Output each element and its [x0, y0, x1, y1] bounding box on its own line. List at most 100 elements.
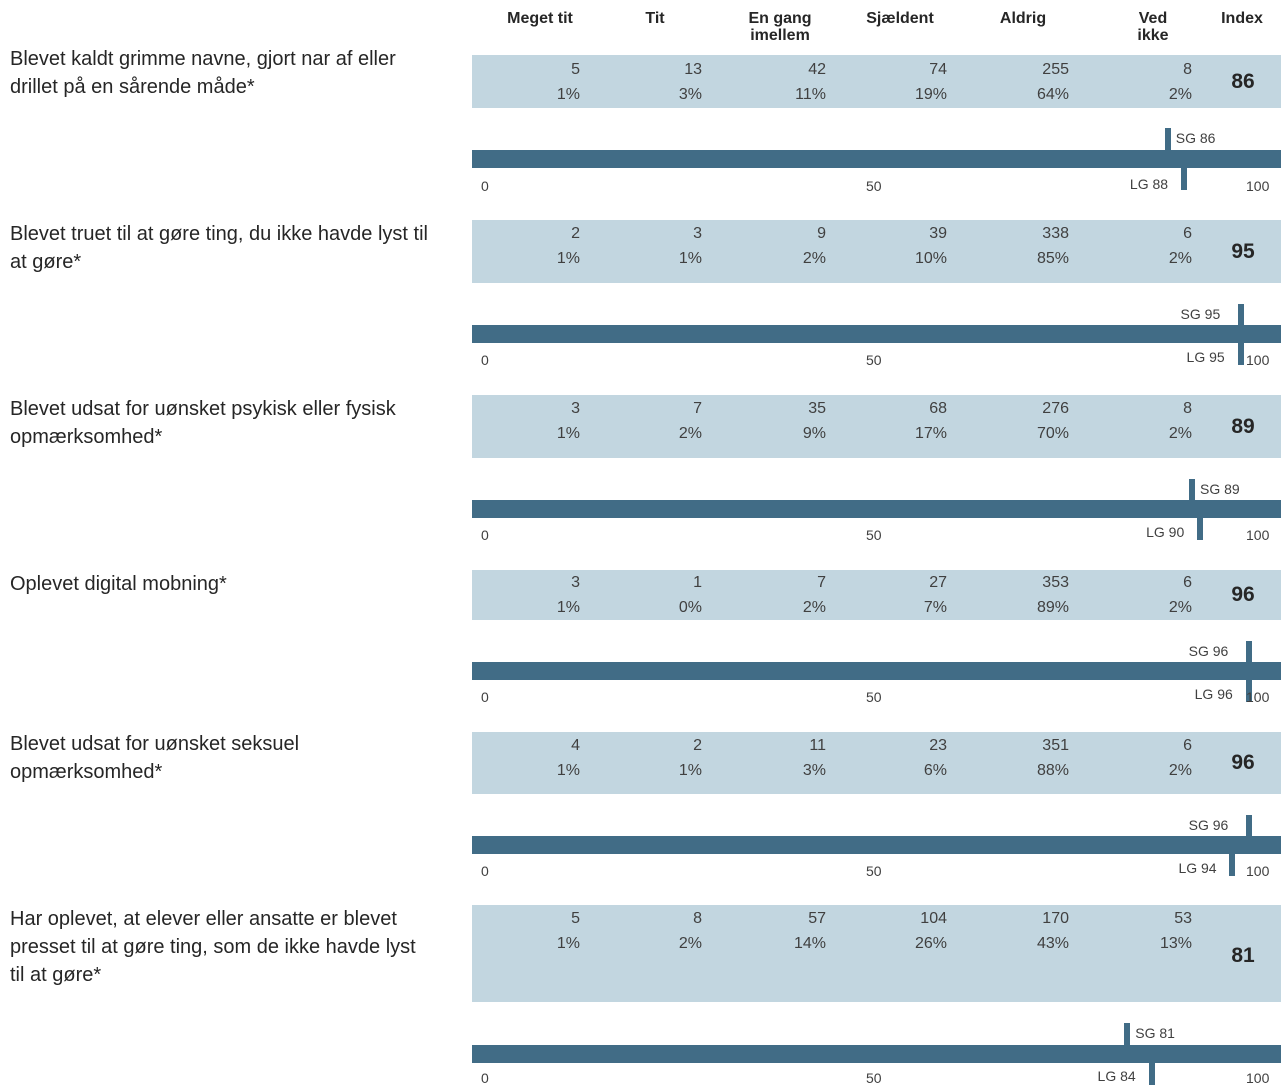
lg-marker — [1237, 343, 1244, 365]
sg-marker — [1245, 641, 1252, 663]
response-band — [472, 570, 1281, 620]
col-header-en-gang-imellem: En gang imellem — [748, 10, 812, 44]
response-band — [472, 220, 1281, 283]
lg-marker — [1245, 680, 1252, 702]
index-bar — [472, 500, 1281, 518]
sg-marker — [1164, 128, 1171, 150]
count-cell: 1 — [693, 574, 702, 591]
lg-marker — [1180, 168, 1187, 190]
percent-cell: 3% — [802, 762, 826, 779]
lg-marker — [1148, 1063, 1155, 1085]
count-cell: 27 — [929, 574, 947, 591]
lg-marker — [1229, 854, 1236, 876]
count-cell: 2 — [571, 225, 580, 242]
count-cell: 5 — [571, 61, 580, 78]
col-header-tit: Tit — [645, 10, 665, 27]
question-label: Oplevet digital mobning* — [10, 573, 227, 595]
percent-cell: 1% — [556, 425, 580, 442]
response-band — [472, 732, 1281, 794]
percent-cell: 11% — [795, 86, 826, 103]
lg-label: LG 96 — [1194, 686, 1233, 702]
percent-cell: 2% — [1168, 86, 1192, 103]
count-cell: 3 — [571, 574, 580, 591]
index-value: 96 — [1231, 583, 1255, 606]
axis-tick-label: 50 — [866, 352, 882, 368]
percent-cell: 2% — [1168, 762, 1192, 779]
count-cell: 3 — [571, 400, 580, 417]
count-cell: 42 — [808, 61, 826, 78]
count-cell: 74 — [929, 61, 947, 78]
count-cell: 338 — [1042, 225, 1069, 242]
col-header-index: Index — [1221, 10, 1263, 27]
percent-cell: 85% — [1036, 250, 1069, 267]
question-label: Blevet kaldt grimme navne, gjort nar af … — [10, 48, 396, 98]
percent-cell: 2% — [678, 935, 702, 952]
question-label: Blevet truet til at gøre ting, du ikke h… — [10, 223, 428, 273]
axis-tick-label: 0 — [481, 527, 489, 543]
question-label: Blevet udsat for uønsket seksuel opmærks… — [10, 733, 300, 783]
axis-tick-label: 100 — [1246, 352, 1270, 368]
sg-label: SG 89 — [1200, 481, 1240, 497]
sg-marker — [1245, 815, 1252, 837]
index-bar — [472, 1045, 1281, 1063]
count-cell: 276 — [1042, 400, 1069, 417]
count-cell: 9 — [817, 225, 826, 242]
count-cell: 7 — [817, 574, 826, 591]
axis-tick-label: 0 — [481, 863, 489, 879]
index-bar — [472, 150, 1281, 168]
response-band — [472, 395, 1281, 458]
lg-label: LG 94 — [1178, 860, 1217, 876]
index-bar — [472, 325, 1281, 343]
percent-cell: 88% — [1036, 762, 1069, 779]
col-header-aldrig: Aldrig — [999, 10, 1047, 27]
lg-label: LG 84 — [1097, 1068, 1136, 1084]
axis-tick-label: 0 — [481, 352, 489, 368]
count-cell: 23 — [929, 737, 947, 754]
question-label: Blevet udsat for uønsket psykisk eller f… — [10, 398, 396, 448]
response-band — [472, 55, 1281, 108]
index-value: 96 — [1231, 751, 1255, 774]
axis-tick-label: 0 — [481, 178, 489, 194]
count-cell: 255 — [1042, 61, 1069, 78]
axis-tick-label: 0 — [481, 1070, 489, 1086]
percent-cell: 89% — [1036, 599, 1069, 616]
sg-label: SG 95 — [1180, 306, 1221, 322]
lg-label: LG 90 — [1146, 524, 1185, 540]
count-cell: 3 — [693, 225, 702, 242]
percent-cell: 1% — [678, 762, 702, 779]
lg-label: LG 95 — [1186, 349, 1225, 365]
axis-tick-label: 0 — [481, 689, 489, 705]
axis-tick-label: 100 — [1246, 689, 1270, 705]
index-bar — [472, 836, 1281, 854]
percent-cell: 0% — [678, 599, 702, 616]
percent-cell: 9% — [802, 425, 826, 442]
axis-tick-label: 50 — [866, 1070, 882, 1086]
count-cell: 8 — [1183, 61, 1192, 78]
count-cell: 351 — [1042, 737, 1069, 754]
count-cell: 13 — [684, 61, 702, 78]
percent-cell: 1% — [556, 86, 580, 103]
lg-marker — [1197, 518, 1204, 540]
percent-cell: 1% — [556, 762, 580, 779]
question-label: Har oplevet, at elever eller ansatte er … — [10, 908, 416, 986]
axis-tick-label: 100 — [1246, 178, 1270, 194]
count-cell: 6 — [1183, 225, 1192, 242]
sg-marker — [1124, 1023, 1131, 1045]
axis-tick-label: 50 — [866, 527, 882, 543]
count-cell: 6 — [1183, 574, 1192, 591]
percent-cell: 1% — [556, 250, 580, 267]
sg-marker — [1189, 479, 1195, 501]
count-cell: 8 — [1183, 400, 1192, 417]
percent-cell: 70% — [1036, 425, 1069, 442]
count-cell: 104 — [920, 910, 947, 927]
count-cell: 68 — [929, 400, 947, 417]
sg-label: SG 86 — [1175, 130, 1216, 146]
percent-cell: 19% — [914, 86, 947, 103]
count-cell: 11 — [809, 737, 826, 754]
axis-tick-label: 100 — [1246, 527, 1270, 543]
count-cell: 57 — [808, 910, 826, 927]
percent-cell: 64% — [1036, 86, 1069, 103]
percent-cell: 2% — [802, 599, 826, 616]
axis-tick-label: 50 — [866, 689, 882, 705]
percent-cell: 26% — [914, 935, 947, 952]
